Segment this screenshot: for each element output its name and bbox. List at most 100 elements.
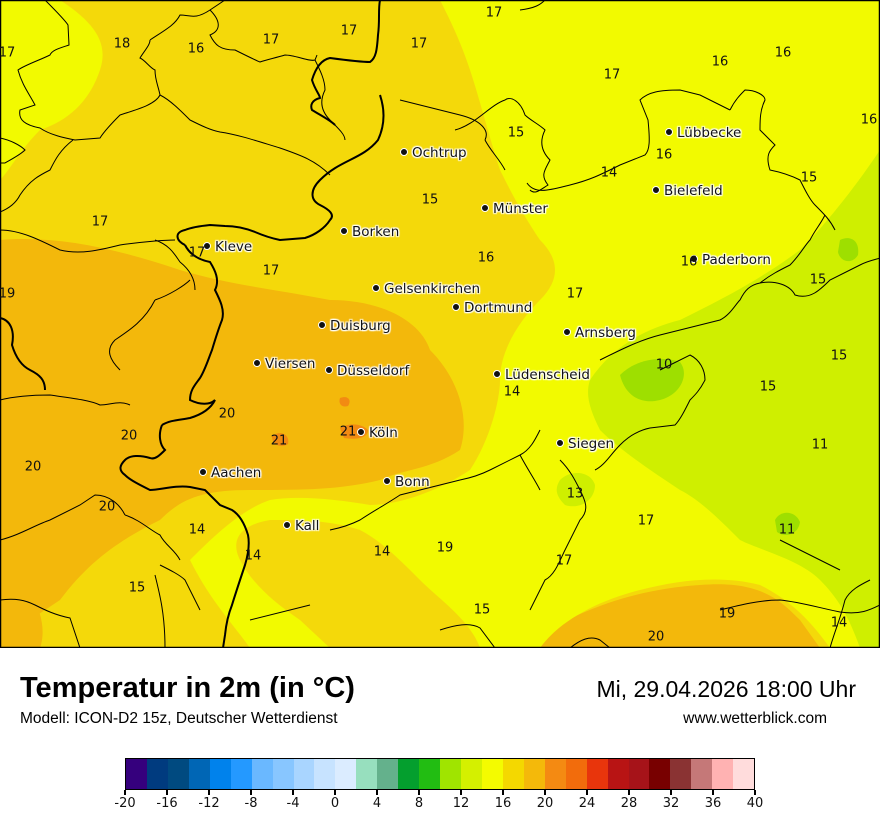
colorbar-tick <box>502 790 504 795</box>
city-marker-icon <box>318 321 326 329</box>
colorbar-bin <box>167 759 189 789</box>
temperature-value: 17 <box>0 45 16 61</box>
colorbar-bin <box>440 759 461 789</box>
city-label: Borken <box>340 224 400 240</box>
city-name: Köln <box>369 425 398 441</box>
city-marker-icon <box>283 521 291 529</box>
city-name: Paderborn <box>702 252 771 268</box>
city-marker-icon <box>383 477 391 485</box>
temperature-value: 15 <box>473 602 491 618</box>
temperature-value: 18 <box>113 36 131 52</box>
city-marker-icon <box>556 439 564 447</box>
colorbar-ticks: -20 -16 -12 -8 -4 0 4 8 12 16 20 24 28 32 36 40 <box>114 790 763 820</box>
colorbar-bin <box>356 759 378 789</box>
colorbar-tick <box>670 790 672 795</box>
map-title: Temperatur in 2m (in °C) <box>20 672 355 704</box>
temperature-value: 17 <box>262 263 280 279</box>
colorbar-tick-label: -12 <box>198 796 220 811</box>
temperature-value: 17 <box>262 32 280 48</box>
temperature-value: 13 <box>566 486 584 502</box>
temperature-value: 14 <box>188 522 206 538</box>
city-label: Bonn <box>383 474 430 490</box>
city-label: Arnsberg <box>563 325 636 341</box>
temperature-value: 17 <box>410 36 428 52</box>
temperature-value: 16 <box>477 250 495 266</box>
city-label: Lübbecke <box>665 126 741 141</box>
colorbar-bin <box>419 759 441 789</box>
temperature-value: 16 <box>680 254 698 270</box>
colorbar-tick <box>208 790 210 795</box>
colorbar-tick-label: 28 <box>620 796 638 811</box>
colorbar-tick-label: 20 <box>536 796 554 811</box>
colorbar-tick-label: 4 <box>372 796 382 811</box>
colorbar-tick-label: 16 <box>494 796 512 811</box>
city-marker-icon <box>253 359 261 367</box>
forecast-datetime: Mi, 29.04.2026 18:00 Uhr <box>596 676 856 702</box>
city-name: Ochtrup <box>412 145 467 161</box>
colorbar-tick <box>292 790 294 795</box>
city-name: Viersen <box>265 356 316 372</box>
city-name: Dortmund <box>464 300 533 316</box>
temperature-value: 19 <box>0 286 16 302</box>
temperature-value: 15 <box>800 170 818 186</box>
city-label: Kall <box>283 519 319 534</box>
city-label: Aachen <box>199 465 262 481</box>
city-label: Düsseldorf <box>325 364 409 379</box>
colorbar-bin <box>126 759 147 789</box>
colorbar-tick-label: 40 <box>746 796 764 811</box>
temperature-value: 15 <box>507 125 525 141</box>
city-name: Bonn <box>395 474 430 490</box>
city-name: Arnsberg <box>575 325 636 341</box>
temperature-map: Ochtrup Lübbecke Bielefeld Münster Borken Kle… <box>0 0 880 648</box>
colorbar-bin <box>670 759 692 789</box>
city-label: Lüdenscheid <box>493 367 590 383</box>
colorbar-tick <box>754 790 756 795</box>
city-marker-icon <box>372 284 380 292</box>
colorbar-bin <box>293 759 315 789</box>
city-name: Borken <box>352 224 400 240</box>
colorbar-bin <box>628 759 650 789</box>
temperature-value: 15 <box>421 192 439 208</box>
colorbar-tick <box>712 790 714 795</box>
colorbar-tick-label: -4 <box>286 796 300 811</box>
temperature-value: 11 <box>778 522 796 538</box>
temperature-value: 17 <box>485 5 503 21</box>
colorbar-tick-label: 0 <box>330 796 340 811</box>
city-marker-icon <box>481 204 489 212</box>
temperature-value: 14 <box>373 544 391 560</box>
temperature-value: 20 <box>647 629 665 645</box>
colorbar-tick <box>460 790 462 795</box>
colorbar-bin <box>251 759 273 789</box>
website-link[interactable]: www.wetterblick.com <box>683 710 827 727</box>
colorbar-bin <box>377 759 399 789</box>
map-field <box>0 0 880 648</box>
city-label: Viersen <box>253 356 316 372</box>
city-marker-icon <box>652 186 660 194</box>
city-marker-icon <box>400 148 408 156</box>
temperature-value: 17 <box>603 67 621 83</box>
colorbar-bin <box>502 759 524 789</box>
city-marker-icon <box>493 370 501 378</box>
colorbar-tick-label: -8 <box>244 796 258 811</box>
city-label: Paderborn <box>690 252 771 268</box>
city-name: Gelsenkirchen <box>384 281 481 297</box>
city-name: Lüdenscheid <box>505 367 590 383</box>
city-name: Aachen <box>211 465 262 481</box>
city-label: Bielefeld <box>652 184 723 199</box>
temperature-value: 15 <box>759 379 777 395</box>
colorbar-bin <box>209 759 231 789</box>
colorbar-bin <box>146 759 168 789</box>
colorbar <box>125 758 755 790</box>
city-marker-icon <box>203 242 211 250</box>
temperature-value: 14 <box>244 548 262 564</box>
city-label: Köln <box>357 425 398 441</box>
colorbar-bin <box>649 759 671 789</box>
city-marker-icon <box>357 428 365 436</box>
colorbar-bin <box>523 759 545 789</box>
temperature-value: 14 <box>600 165 618 181</box>
temperature-value: 10 <box>655 357 673 373</box>
temperature-value: 17 <box>91 214 109 230</box>
colorbar-tick-label: 36 <box>704 796 722 811</box>
city-label: Kleve <box>203 240 252 255</box>
city-name: Siegen <box>568 436 615 452</box>
